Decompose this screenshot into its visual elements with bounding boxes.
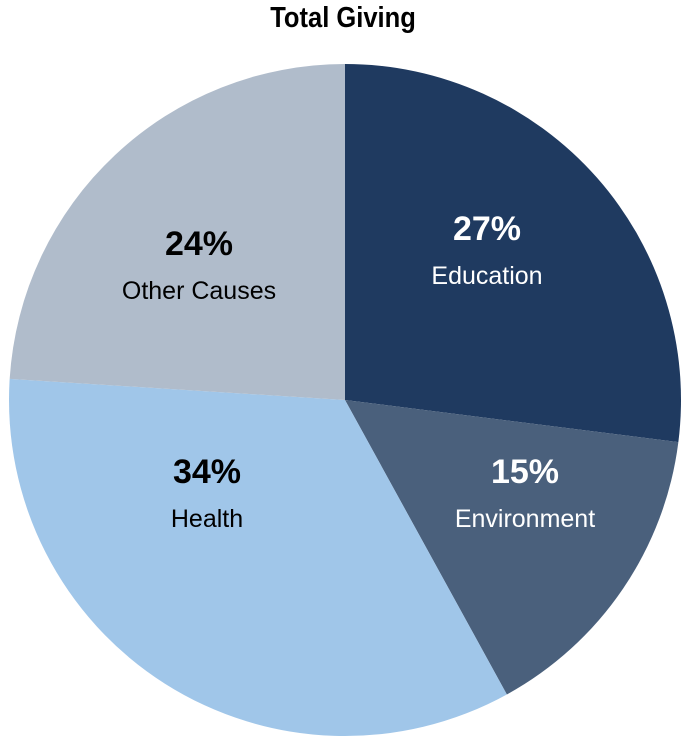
data-label-percent: 15%	[491, 453, 559, 491]
data-label-category: Education	[431, 262, 542, 290]
data-label-category: Environment	[455, 505, 595, 533]
pie-slice-other-causes	[9, 64, 345, 400]
pie-slice-environment	[345, 400, 679, 695]
chart-title: Total Giving	[270, 2, 416, 34]
data-label-category: Other Causes	[122, 277, 276, 305]
data-label-percent: 24%	[165, 225, 233, 263]
data-label-percent: 34%	[173, 453, 241, 491]
data-label-category: Health	[171, 505, 243, 533]
pie-slice-health	[8, 378, 507, 736]
pie-slice-education	[345, 64, 681, 443]
data-label-percent: 27%	[453, 210, 521, 248]
